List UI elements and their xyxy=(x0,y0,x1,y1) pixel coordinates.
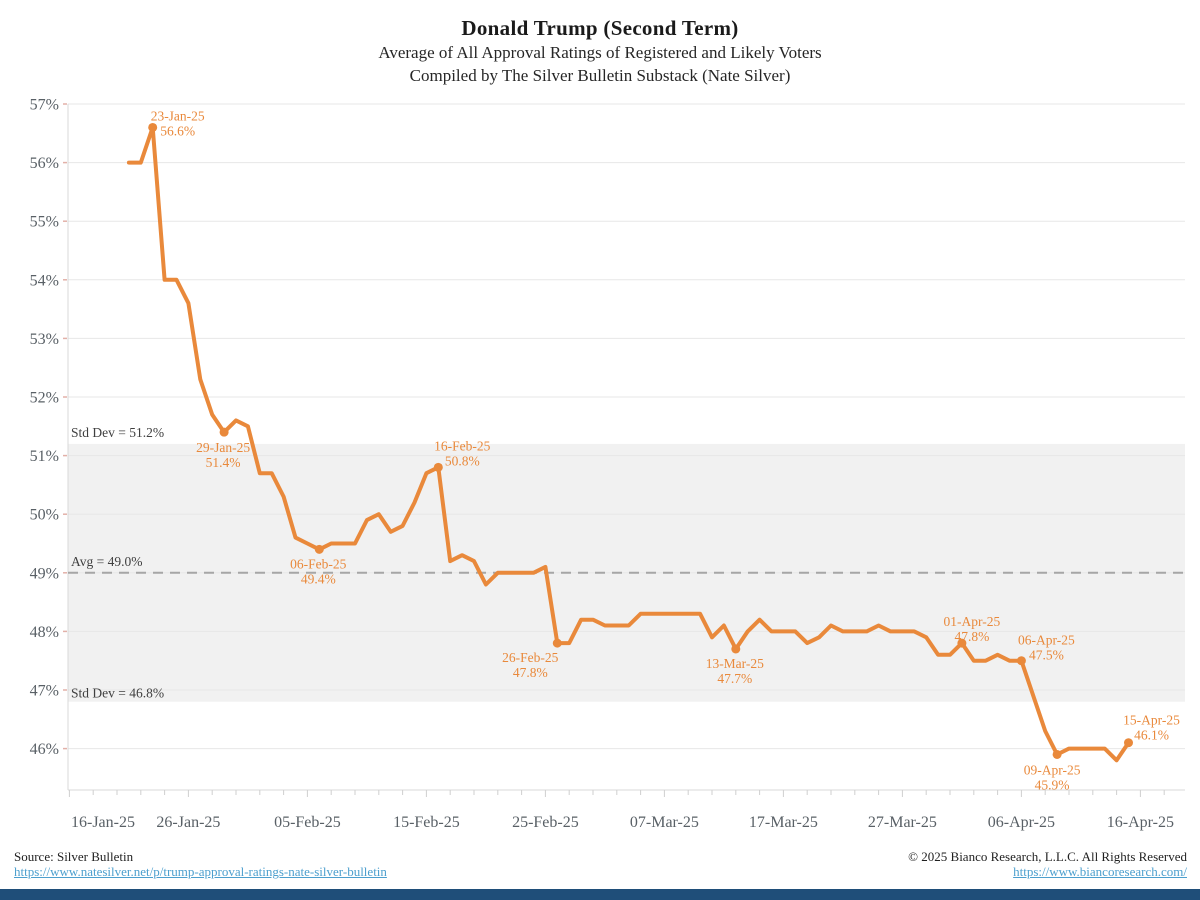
point-annotation-value: 47.8% xyxy=(513,665,548,680)
x-axis-label: 16-Jan-25 xyxy=(71,814,135,831)
point-annotation-value: 47.8% xyxy=(954,629,989,644)
source-link[interactable]: https://www.natesilver.net/p/trump-appro… xyxy=(14,864,387,879)
data-point-marker xyxy=(1052,749,1062,759)
x-axis-label: 26-Jan-25 xyxy=(156,814,220,831)
y-axis-label: 56% xyxy=(30,155,59,172)
title-block: Donald Trump (Second Term) Average of Al… xyxy=(0,16,1200,87)
point-annotation-date: 15-Apr-25 xyxy=(1123,713,1180,728)
y-axis-label: 48% xyxy=(30,624,59,641)
x-axis-label: 07-Mar-25 xyxy=(630,814,699,831)
x-axis-label: 06-Apr-25 xyxy=(988,814,1055,831)
footer-copyright: © 2025 Bianco Research, L.L.C. All Right… xyxy=(908,849,1187,879)
data-point-marker xyxy=(731,644,741,654)
y-axis-label: 55% xyxy=(30,214,59,231)
data-point-marker xyxy=(1124,738,1133,748)
y-axis-label: 54% xyxy=(30,272,59,289)
x-axis-label: 05-Feb-25 xyxy=(274,814,341,831)
approval-line-chart: 57% 56% 55% 54% 53% 52% 51% 50% 49% 48% 47% 46% 16-J… xyxy=(30,97,1185,831)
y-axis-label: 47% xyxy=(30,683,59,700)
data-point-marker xyxy=(148,122,158,132)
point-annotation-value: 47.5% xyxy=(1029,648,1064,663)
point-annotation-date: 26-Feb-25 xyxy=(502,650,558,665)
y-axis-label: 51% xyxy=(30,448,59,465)
point-annotation-value: 50.8% xyxy=(445,453,480,468)
copyright-text: © 2025 Bianco Research, L.L.C. All Right… xyxy=(908,849,1187,864)
point-annotation-value: 51.4% xyxy=(206,455,241,470)
data-point-marker xyxy=(314,544,324,554)
std-dev-lower-label: Std Dev = 46.8% xyxy=(71,686,164,701)
point-annotation-date: 06-Feb-25 xyxy=(290,556,346,571)
data-point-marker xyxy=(552,638,562,648)
point-annotation-value: 56.6% xyxy=(160,123,195,138)
x-axis-label: 16-Apr-25 xyxy=(1107,814,1174,831)
point-annotation-value: 47.7% xyxy=(717,671,752,686)
point-annotation-date: 13-Mar-25 xyxy=(706,656,764,671)
point-annotation-date: 09-Apr-25 xyxy=(1024,762,1081,777)
data-point-marker xyxy=(433,462,443,472)
point-annotation-value: 45.9% xyxy=(1035,777,1070,792)
point-annotation-date: 16-Feb-25 xyxy=(434,438,490,453)
bottom-accent-bar xyxy=(0,889,1200,900)
point-annotation-date: 23-Jan-25 xyxy=(151,108,205,123)
y-axis-label: 50% xyxy=(30,507,59,524)
x-axis-label: 15-Feb-25 xyxy=(393,814,460,831)
y-axis-label: 53% xyxy=(30,331,59,348)
y-axis-label: 49% xyxy=(30,565,59,582)
data-point-marker xyxy=(219,427,229,437)
data-point-marker xyxy=(1016,656,1026,666)
x-axis-label: 27-Mar-25 xyxy=(868,814,937,831)
y-axis-label: 57% xyxy=(30,97,59,114)
chart-subtitle-2: Compiled by The Silver Bulletin Substack… xyxy=(409,66,791,85)
x-axis-label: 17-Mar-25 xyxy=(749,814,818,831)
point-annotation-date: 06-Apr-25 xyxy=(1018,633,1075,648)
footer-source: Source: Silver Bulletin https://www.nate… xyxy=(14,849,387,879)
source-label: Source: Silver Bulletin xyxy=(14,849,134,864)
y-axis-label: 52% xyxy=(30,390,59,407)
chart-subtitle-1: Average of All Approval Ratings of Regis… xyxy=(378,43,822,62)
std-dev-upper-label: Std Dev = 51.2% xyxy=(71,425,164,440)
x-axis-label: 25-Feb-25 xyxy=(512,814,579,831)
point-annotation-value: 49.4% xyxy=(301,571,336,586)
average-label: Avg = 49.0% xyxy=(71,554,142,569)
y-axis-label: 46% xyxy=(30,741,59,758)
point-annotation-value: 46.1% xyxy=(1134,728,1169,743)
company-link[interactable]: https://www.biancoresearch.com/ xyxy=(1013,864,1187,879)
point-annotation-date: 29-Jan-25 xyxy=(196,440,250,455)
chart-title: Donald Trump (Second Term) xyxy=(461,16,739,40)
point-annotation-date: 01-Apr-25 xyxy=(944,614,1001,629)
data-point-marker xyxy=(957,638,967,648)
